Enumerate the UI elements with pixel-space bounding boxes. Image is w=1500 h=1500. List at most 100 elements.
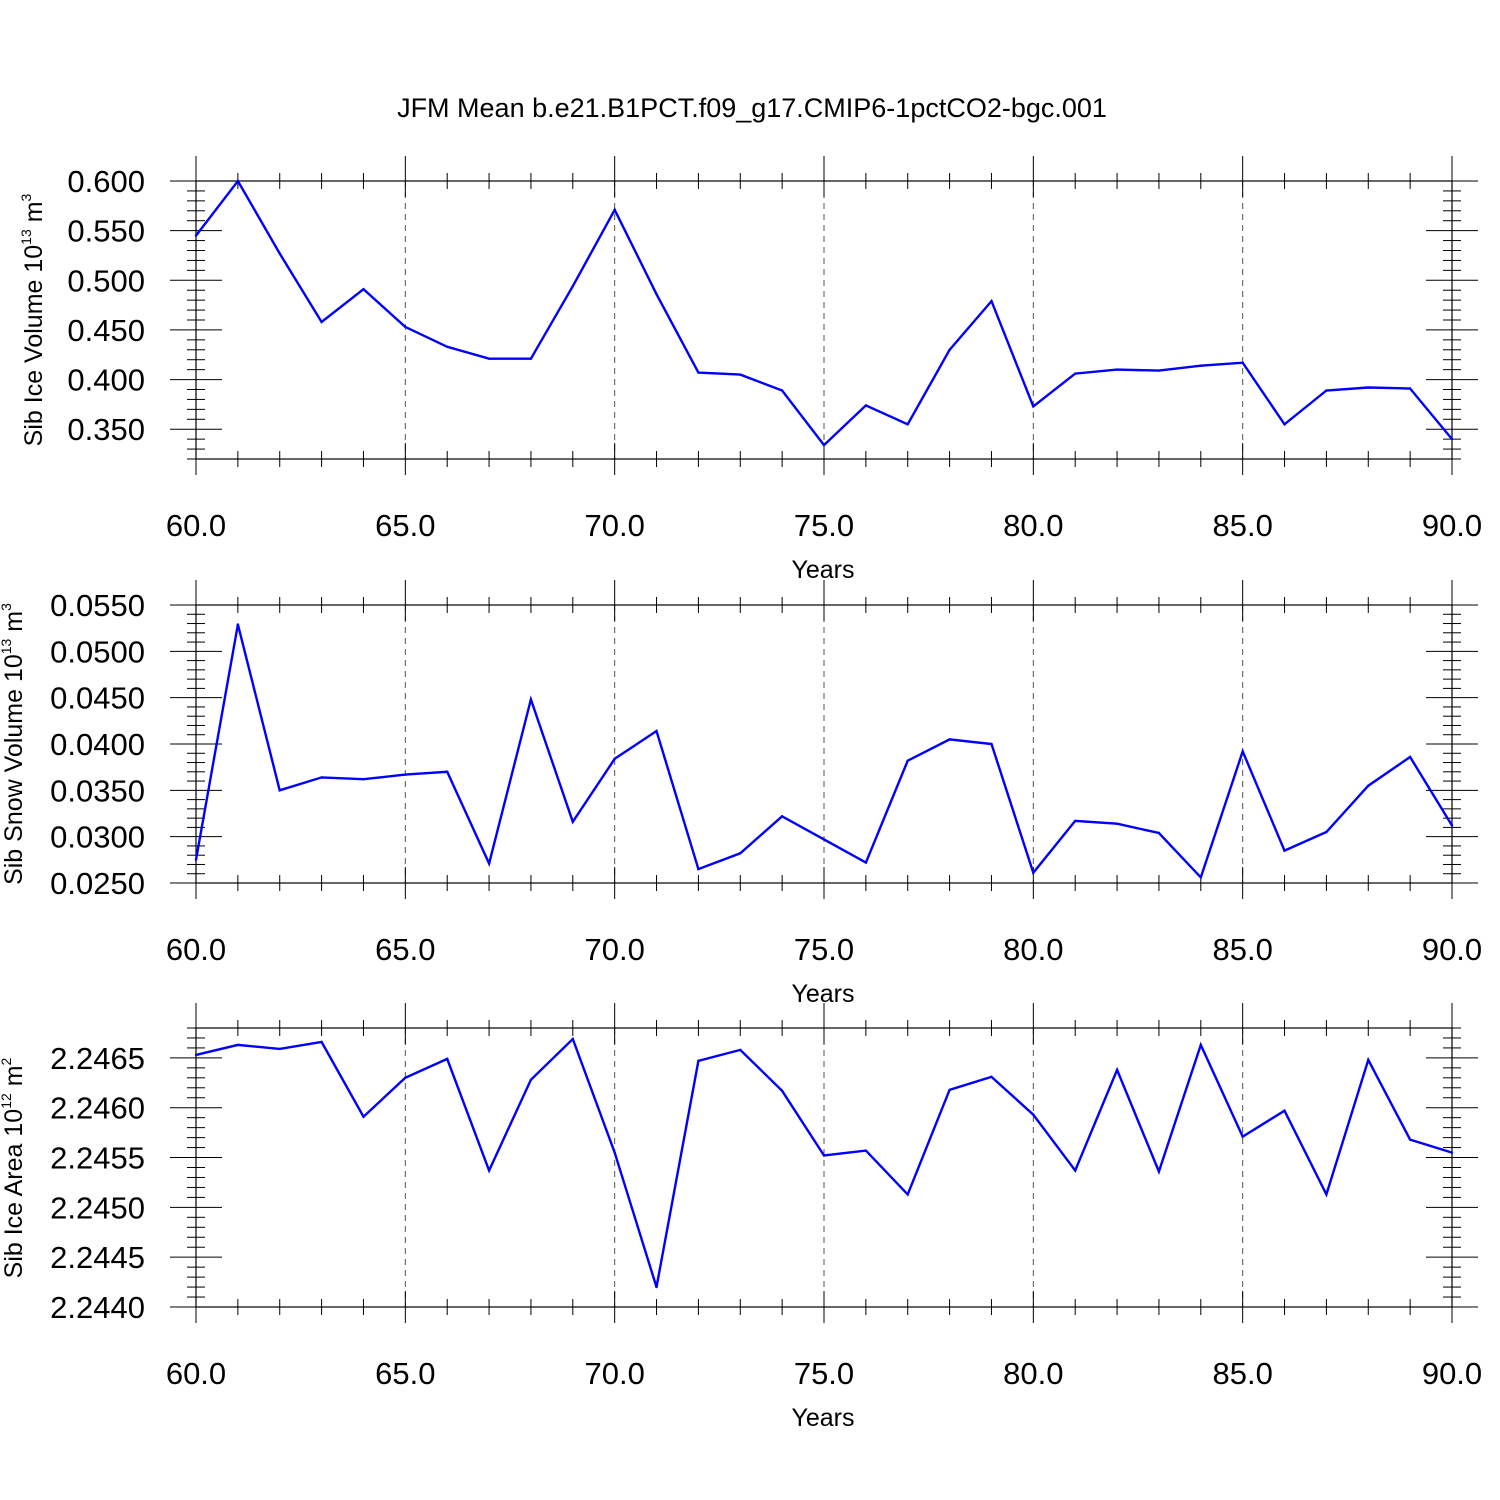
panel-2-ylabel: Sib Snow Volume 1013 m3: [0, 603, 28, 885]
panel-3-data-point: [780, 1089, 784, 1093]
panel-3-x-tick-label: 75.0: [794, 1356, 854, 1391]
panel-1-y-tick-label: 0.400: [67, 363, 145, 398]
panel-2-data-point: [362, 778, 365, 781]
panel-3-data-point: [320, 1040, 323, 1044]
panel-3-data-point: [1157, 1170, 1161, 1173]
panel-3-data-point: [613, 1151, 616, 1154]
panel-2-data-point: [404, 773, 407, 776]
panel-2-data-point: [1283, 849, 1286, 852]
panel-3-data-point: [822, 1154, 826, 1157]
panel-3-x-tick-label: 65.0: [375, 1356, 435, 1391]
panel-2-y-tick-label: 0.0500: [50, 634, 145, 669]
panel-3-data-point: [697, 1059, 700, 1063]
panel-3-xlabel: Years: [791, 1404, 854, 1432]
panel-3-data-point: [1241, 1135, 1244, 1138]
panel-2-y-tick-label: 0.0550: [50, 588, 145, 623]
panel-2-data-point: [194, 858, 198, 861]
panel-2-x-tick-label: 85.0: [1212, 932, 1272, 967]
panel-3-data-point: [1325, 1193, 1328, 1196]
panel-3-data-point: [1367, 1058, 1370, 1062]
panel-1-x-tick-label: 60.0: [166, 508, 226, 543]
panel-1-data-point: [446, 345, 449, 348]
panel-3-data-point: [655, 1285, 658, 1289]
panel-2-data-point: [697, 867, 700, 871]
panel-3-y-tick-label: 2.2460: [50, 1091, 145, 1126]
panel-1-frame: [195, 180, 1453, 460]
panel-3-data-point: [906, 1193, 909, 1196]
panel-2-data-point: [236, 623, 240, 626]
panel-3-data-point: [1115, 1068, 1119, 1072]
panel-2-y-tick-label: 0.0250: [50, 866, 145, 901]
panel-3-data-point: [278, 1047, 281, 1051]
panel-3-x-tick-label: 80.0: [1003, 1356, 1063, 1391]
panel-1-data-point: [571, 285, 574, 288]
panel-2-data-point: [948, 738, 951, 741]
panel-2-data-point: [320, 776, 323, 779]
panel-2-y-tick-label: 0.0450: [50, 681, 145, 716]
panel-2-x-tick-label: 80.0: [1003, 932, 1063, 967]
panel-2-data-point: [1408, 755, 1412, 759]
panel-2-data-point: [1450, 824, 1454, 827]
panel-3-data-point: [1283, 1109, 1286, 1112]
panel-3-ylabel-unit-exp: 2: [0, 1057, 14, 1065]
panel-1-y-tick-label: 0.600: [67, 164, 145, 199]
panel-2-x-tick-label: 90.0: [1422, 932, 1482, 967]
panel-3-x-tick-label: 85.0: [1212, 1356, 1272, 1391]
panel-1-data-point: [1074, 372, 1077, 375]
panel-1-xlabel: Years: [791, 556, 854, 584]
panel-2-data-point: [1115, 822, 1119, 825]
panel-2-x-tick-label: 75.0: [794, 932, 854, 967]
panel-2-data-point: [1325, 830, 1328, 834]
panel-1-data-point: [697, 371, 700, 374]
panel-2-data-point: [655, 729, 658, 733]
panel-2-y-tick-label: 0.0350: [50, 773, 145, 808]
panel-2-data-point: [487, 862, 491, 865]
panel-1-y-tick-label: 0.350: [67, 412, 145, 447]
panel-3-data-point: [236, 1043, 240, 1047]
panel-2-data-point: [1199, 876, 1203, 879]
panel-3-data-point: [194, 1053, 198, 1057]
panel-1-ylabel-unit-exp: 3: [18, 193, 34, 201]
panel-2-data-point: [780, 815, 784, 818]
panel-snow-volume: Sib Snow Volume 1013 m3 Years 60.0 65.0 70…: [0, 580, 1482, 1008]
panel-3-data-point: [1450, 1151, 1454, 1154]
panel-2-data-point: [1157, 831, 1161, 835]
panel-2-data-point: [278, 789, 281, 792]
panel-3-data-point: [1032, 1113, 1035, 1116]
panel-3-data-point: [362, 1115, 365, 1118]
panel-1-data-point: [906, 423, 909, 426]
panel-2-data-point: [446, 770, 449, 773]
panel-3-data-point: [1199, 1043, 1203, 1047]
panel-2-data-point: [739, 852, 742, 855]
panel-3-x-tick-label: 90.0: [1422, 1356, 1482, 1391]
panel-1-data-point: [1115, 368, 1119, 371]
panel-2-ylabel-text: Sib Snow Volume 10: [0, 654, 28, 885]
panel-2-data-point: [571, 820, 574, 823]
panel-3-y-tick-label: 2.2445: [50, 1240, 145, 1275]
panel-3-data-point: [529, 1078, 533, 1082]
panel-1-data-point: [1032, 405, 1035, 408]
panel-1-data-point: [529, 357, 533, 360]
panel-2-ylabel-unit-exp: 3: [0, 603, 14, 611]
panel-3-ylabel-text: Sib Ice Area 10: [0, 1109, 28, 1279]
panel-1-data-point: [362, 288, 365, 291]
panel-1-data-point: [278, 252, 281, 255]
panel-2-data-point: [1367, 784, 1370, 787]
panel-1-y-tick-label: 0.450: [67, 313, 145, 348]
panel-3-data-point: [571, 1037, 574, 1041]
panel-3-y-tick-label: 2.2465: [50, 1041, 145, 1076]
panel-2-data-point: [1032, 871, 1035, 874]
panel-3-data-point: [1408, 1138, 1412, 1141]
panel-1-data-point: [194, 234, 198, 237]
panel-1-x-tick-label: 90.0: [1422, 508, 1482, 543]
panel-3-data-point: [404, 1076, 407, 1080]
panel-2-data-point: [1241, 750, 1244, 753]
panel-1-data-point: [739, 373, 742, 376]
panel-3-x-tick-label: 70.0: [584, 1356, 644, 1391]
panel-1-x-tick-label: 85.0: [1212, 508, 1272, 543]
panel-1-data-point: [487, 357, 491, 360]
panel-3-data-point: [446, 1057, 449, 1061]
panel-2-data-point: [906, 759, 909, 762]
panel-ice-area: Sib Ice Area 1012 m2 Years 60.0 65.0 70.0 7…: [0, 1003, 1482, 1432]
panel-1-data-point: [948, 348, 951, 351]
